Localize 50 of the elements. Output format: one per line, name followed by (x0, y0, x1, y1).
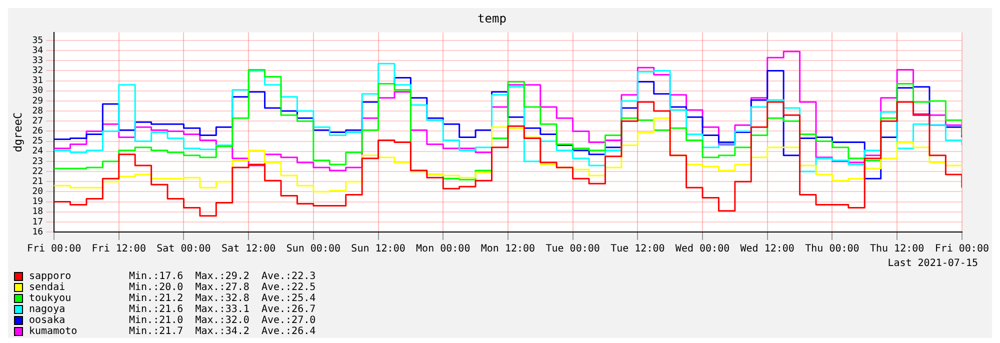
y-tick-label: 27 (32, 116, 44, 126)
text: Last 2021-07-15 (886, 258, 978, 269)
x-tick-label: Sun 00:00 (286, 244, 341, 255)
y-tick-label: 23 (32, 156, 44, 167)
legend-label: sendai (29, 282, 66, 293)
y-tick-label: 20 (32, 187, 44, 198)
y-tick-label: 18 (32, 207, 44, 218)
y-tick-label: 31 (32, 76, 44, 86)
y-tick-label: 25 (32, 136, 44, 147)
chart-title: temp (478, 11, 506, 26)
y-tick-label: 22 (32, 166, 44, 177)
x-tick-label: Fri 00:00 (934, 244, 989, 255)
y-tick-label: 21 (32, 176, 44, 187)
y-tick-label: 33 (32, 56, 44, 66)
legend-label: oosaka (29, 315, 66, 326)
x-tick-label: Fri 00:00 (26, 244, 82, 255)
y-tick-label: 26 (32, 126, 44, 137)
x-tick-label: Wed 12:00 (740, 244, 794, 255)
x-tick-label: Sat 00:00 (156, 244, 211, 255)
legend-label: toukyou (29, 293, 72, 304)
text: Min.:20.0 Max.:27.8 Ave.:22.5 (129, 282, 316, 293)
y-tick-label: 35 (32, 36, 44, 46)
y-tick-label: 28 (32, 106, 44, 116)
y-tick-label: 32 (32, 66, 44, 76)
y-tick-label: 24 (32, 146, 44, 157)
x-tick-label: Fri 12:00 (92, 244, 146, 255)
text: Min.:21.7 Max.:34.2 Ave.:26.4 (129, 326, 316, 337)
x-tick-label: Sun 12:00 (351, 244, 406, 255)
x-tick-label: Thu 00:00 (805, 244, 860, 255)
y-tick-label: 19 (32, 197, 44, 208)
x-tick-label: Wed 00:00 (675, 244, 730, 255)
y-tick-label: 16 (32, 227, 44, 238)
x-tick-label: Sat 12:00 (221, 244, 276, 255)
y-tick-label: 30 (32, 86, 44, 96)
y-tick-label: 34 (32, 46, 44, 56)
text: Min.:21.0 Max.:32.0 Ave.:27.0 (129, 315, 316, 326)
x-tick-label: Thu 12:00 (870, 244, 924, 255)
y-tick-label: 29 (32, 96, 44, 106)
legend-label: sapporo (29, 271, 72, 282)
text: Min.:21.6 Max.:33.1 Ave.:26.7 (129, 304, 316, 315)
text: Min.:21.2 Max.:32.8 Ave.:25.4 (129, 293, 316, 304)
y-tick-label: 17 (32, 217, 44, 228)
y-axis-title: dgreeC (11, 112, 24, 152)
x-tick-label: Tue 00:00 (546, 244, 600, 255)
text: Min.:17.6 Max.:29.2 Ave.:22.3 (129, 271, 316, 282)
x-tick-label: Mon 12:00 (480, 244, 536, 255)
legend-label: nagoya (29, 304, 66, 315)
x-tick-label: Mon 00:00 (416, 244, 470, 255)
legend-label: kumamoto (29, 326, 78, 337)
x-tick-label: Tue 12:00 (610, 244, 665, 255)
